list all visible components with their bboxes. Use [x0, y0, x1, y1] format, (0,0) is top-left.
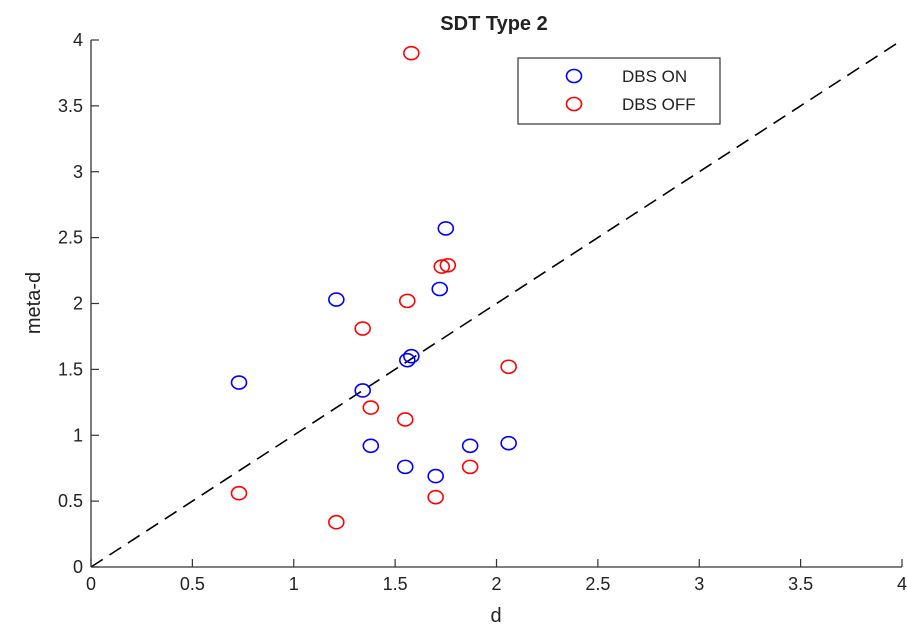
point-dbs-off [427, 489, 444, 505]
point-dbs-on [437, 221, 455, 236]
x-axis-ticks: 0 0.5 1 1.5 2 2.5 3 3.5 4 [86, 559, 907, 594]
point-dbs-off [354, 321, 371, 336]
x-tick-label: 3 [694, 574, 704, 594]
data-points [230, 45, 517, 530]
x-tick-label: 3.5 [788, 574, 813, 594]
point-dbs-on [362, 438, 380, 454]
x-tick-label: 4 [897, 574, 907, 594]
legend: DBS ON DBS OFF [517, 57, 721, 125]
legend-marker [565, 96, 583, 112]
point-dbs-on [328, 292, 345, 307]
point-dbs-on [427, 468, 444, 484]
point-dbs-on [500, 435, 517, 451]
identity-reference-line [90, 39, 903, 568]
y-tick-label: 4 [73, 30, 83, 50]
x-tick-label: 2 [491, 574, 501, 594]
point-dbs-off [230, 485, 248, 501]
y-tick-label: 3.5 [58, 96, 83, 116]
y-tick-label: 1 [73, 425, 83, 445]
y-tick-label: 3 [73, 162, 83, 182]
legend-label: DBS ON [622, 67, 687, 86]
point-dbs-off [439, 257, 457, 273]
x-tick-label: 0.5 [180, 574, 205, 594]
x-tick-label: 0 [86, 574, 96, 594]
x-axis-label: d [490, 605, 501, 627]
x-tick-label: 1.5 [383, 574, 408, 594]
y-tick-label: 1.5 [58, 359, 83, 379]
y-axis-label: meta-d [23, 272, 45, 334]
point-dbs-off [396, 412, 414, 427]
y-tick-label: 2.5 [58, 228, 83, 248]
point-dbs-on [461, 438, 479, 454]
point-dbs-on [431, 281, 449, 297]
point-dbs-on [403, 348, 420, 364]
chart-title: SDT Type 2 [440, 13, 547, 35]
point-dbs-on [230, 375, 248, 390]
point-dbs-off [433, 259, 451, 274]
point-dbs-off [328, 514, 345, 530]
point-dbs-off [500, 359, 517, 375]
y-axis-ticks: 0 0.5 1 1.5 2 2.5 3 3.5 4 [58, 30, 99, 577]
point-dbs-off [362, 400, 380, 415]
point-dbs-on [396, 459, 414, 475]
legend-label: DBS OFF [622, 95, 696, 114]
x-tick-label: 1 [289, 574, 299, 594]
point-dbs-off [398, 293, 416, 309]
point-dbs-off [403, 45, 420, 61]
y-tick-label: 0.5 [58, 491, 83, 511]
point-dbs-on [398, 352, 416, 368]
y-tick-label: 0 [73, 557, 83, 577]
point-dbs-off [461, 459, 479, 475]
x-tick-label: 2.5 [585, 574, 610, 594]
y-tick-label: 2 [73, 294, 83, 314]
reference-line-layer [90, 39, 903, 568]
legend-box [517, 57, 721, 125]
legend-marker [565, 68, 583, 84]
point-dbs-on [354, 383, 371, 398]
